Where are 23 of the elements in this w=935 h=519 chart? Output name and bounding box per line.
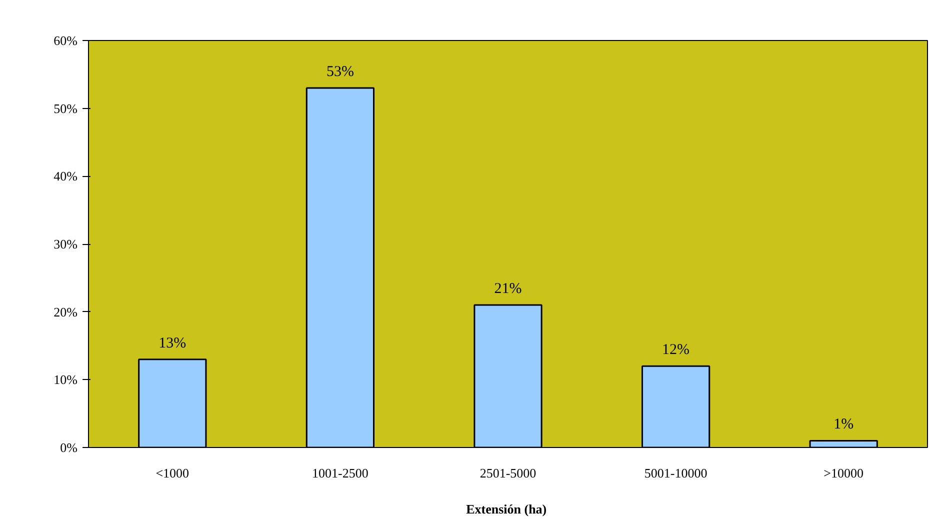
text: 21% [494, 281, 522, 298]
bar [474, 304, 542, 448]
x-axis-title: Extensión (ha) [466, 502, 547, 516]
text: 13% [158, 335, 186, 352]
text: 1% [834, 416, 854, 433]
y-tick-label: 30% [54, 236, 78, 252]
x-tick-label: 1001-2500 [312, 466, 368, 480]
bar [138, 358, 207, 448]
x-tick-label: 2501-5000 [480, 466, 536, 480]
bar [809, 440, 878, 448]
y-tick-label: 60% [54, 33, 78, 48]
x-tick-label: 5001-10000 [644, 466, 708, 480]
x-tick-label: <1000 [156, 466, 190, 480]
bar [306, 87, 375, 448]
y-tick-label: 40% [54, 168, 78, 184]
bar [641, 365, 710, 448]
text: 53% [326, 64, 354, 80]
y-tick-label: 0% [60, 440, 78, 455]
x-tick-label: >10000 [824, 466, 864, 480]
y-tick-label: 10% [54, 372, 78, 388]
y-tick-label: 50% [54, 100, 78, 116]
y-tick-label: 20% [54, 304, 78, 320]
text: 12% [662, 342, 690, 358]
